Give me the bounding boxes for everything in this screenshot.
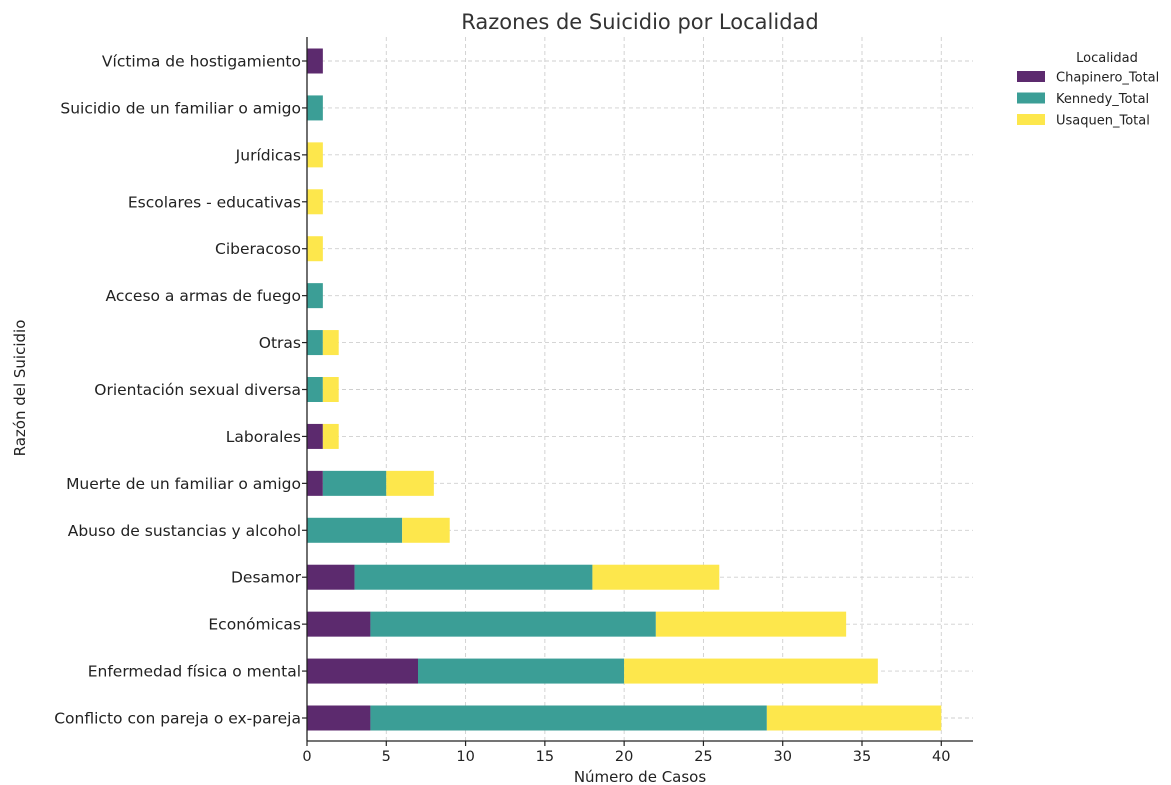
bar-segment (307, 330, 323, 356)
bar-segment (370, 705, 767, 731)
category-label: Otras (259, 334, 301, 352)
category-label: Muerte de un familiar o amigo (66, 475, 301, 493)
legend-label: Chapinero_Total (1056, 71, 1159, 86)
legend-swatch (1017, 92, 1045, 104)
x-axis-label: Número de Casos (574, 768, 707, 785)
category-label: Víctima de hostigamiento (102, 53, 301, 71)
x-tick-label: 5 (382, 749, 391, 765)
bar-segment (307, 189, 323, 215)
bar-segment (766, 705, 942, 731)
bar-segment (307, 658, 418, 684)
x-tick-label: 20 (615, 749, 633, 765)
category-label: Conflicto con pareja o ex-pareja (54, 710, 301, 728)
category-label: Acceso a armas de fuego (106, 287, 301, 305)
bar-segment (307, 517, 403, 543)
bar-segment (307, 95, 323, 121)
category-label: Laborales (226, 428, 301, 446)
bar-segment (386, 470, 434, 496)
x-tick-label: 25 (694, 749, 712, 765)
bar-segment (370, 611, 656, 637)
bars (307, 48, 942, 731)
bar-segment (624, 658, 878, 684)
bar-segment (354, 564, 593, 590)
bar-segment (307, 705, 371, 731)
bar-segment (307, 470, 323, 496)
bar-segment (418, 658, 625, 684)
bar-segment (307, 377, 323, 402)
legend-label: Usaquen_Total (1056, 114, 1150, 129)
bar-segment (307, 142, 323, 168)
y-axis-label: Razón del Suicidio (11, 320, 29, 457)
bar-segment (322, 470, 387, 496)
bar-segment (307, 48, 323, 74)
x-tick-label: 35 (853, 749, 871, 765)
legend-title: Localidad (1076, 51, 1138, 66)
category-label: Ciberacoso (215, 240, 301, 258)
bar-segment (307, 283, 323, 309)
legend-items: Chapinero_Total Kennedy_Total Usaquen_Tota… (1017, 71, 1159, 129)
category-label: Desamor (231, 569, 302, 587)
category-label: Abuso de sustancias y alcohol (68, 522, 301, 540)
category-label: Escolares - educativas (128, 193, 301, 211)
bar-segment (307, 423, 323, 449)
x-tick-label: 40 (932, 749, 950, 765)
x-tick-label: 15 (536, 749, 554, 765)
bar-segment (307, 564, 355, 590)
bar-segment (322, 423, 339, 449)
legend-swatch (1017, 71, 1045, 82)
chart-title: Razones de Suicidio por Localidad (461, 10, 818, 34)
bar-segment (402, 517, 450, 543)
x-tick-label: 0 (302, 749, 311, 765)
category-label: Jurídicas (235, 146, 301, 164)
category-label: Enfermedad física o mental (88, 663, 301, 681)
legend-label: Kennedy_Total (1056, 92, 1149, 107)
category-label: Orientación sexual diversa (94, 381, 301, 399)
category-label: Suicidio de un familiar o amigo (60, 99, 301, 117)
x-tick-label: 10 (456, 749, 474, 765)
bar-segment (592, 564, 720, 590)
bar-segment (322, 377, 339, 402)
bar-segment (322, 330, 339, 356)
legend-swatch (1017, 114, 1045, 125)
x-tick-label: 30 (773, 749, 791, 765)
bar-segment (307, 236, 323, 262)
x-ticks: 0 5 10 15 20 25 30 35 40 (302, 741, 951, 765)
category-label: Económicas (208, 616, 301, 634)
bar-segment (655, 611, 847, 637)
legend: Localidad Chapinero_Total Kennedy_Total Us… (1017, 51, 1159, 129)
bar-segment (307, 611, 371, 637)
y-category-labels: Conflicto con pareja o ex-pareja Enfermed… (54, 53, 307, 728)
